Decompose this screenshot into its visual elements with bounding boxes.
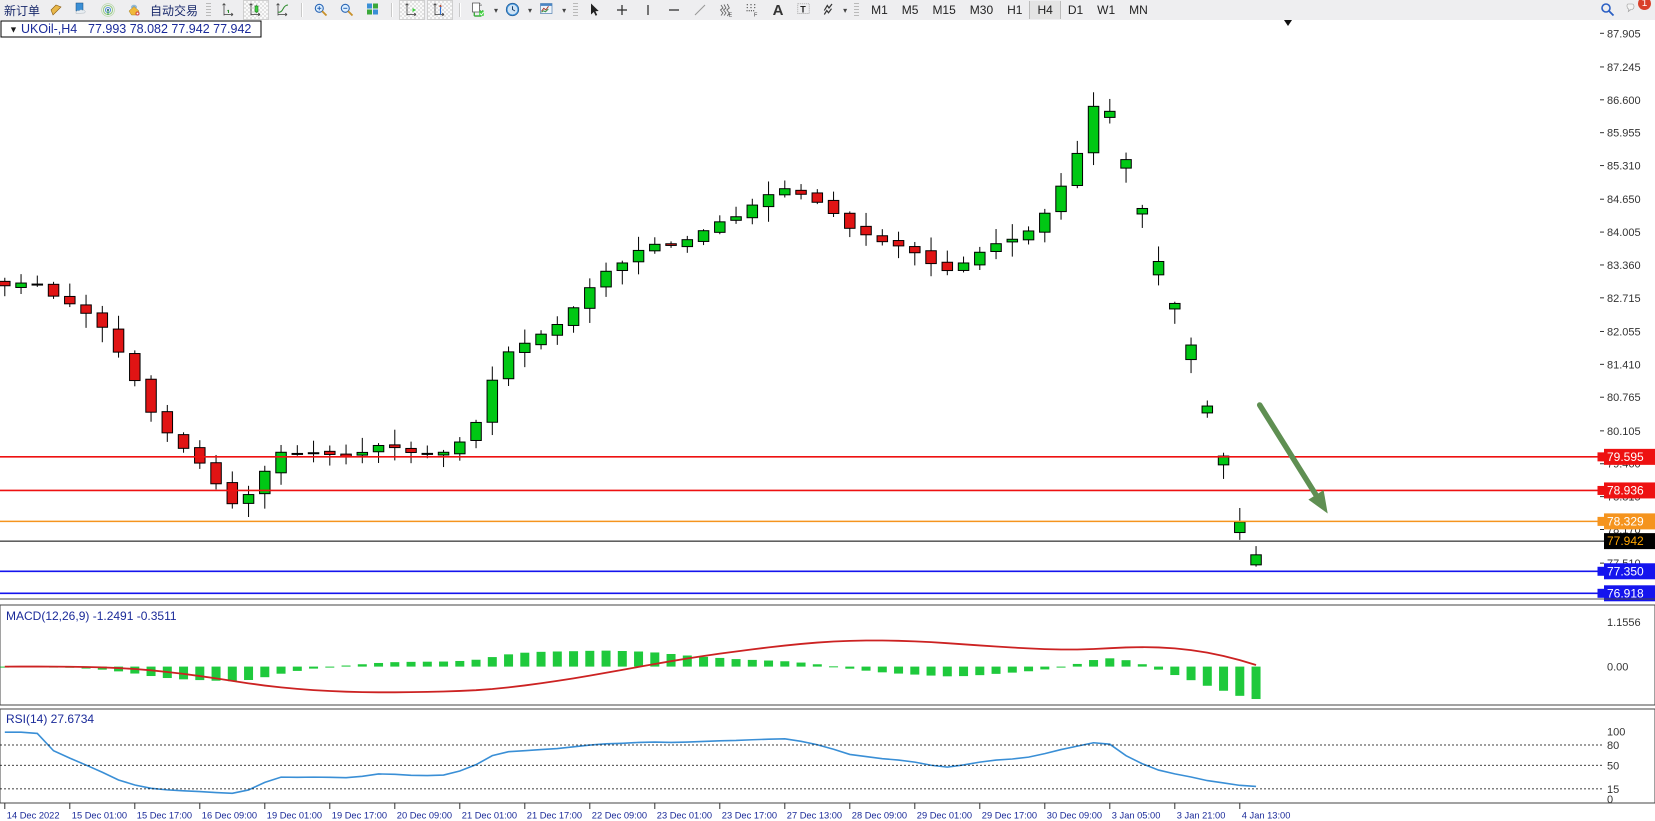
svg-text:RSI(14) 27.6734: RSI(14) 27.6734 — [6, 712, 94, 726]
svg-text:83.360: 83.360 — [1607, 260, 1641, 272]
svg-text:29 Dec 17:00: 29 Dec 17:00 — [982, 811, 1037, 821]
svg-text:30 Dec 09:00: 30 Dec 09:00 — [1047, 811, 1102, 821]
svg-text:23 Dec 17:00: 23 Dec 17:00 — [722, 811, 777, 821]
svg-text:78.329: 78.329 — [1607, 514, 1644, 528]
svg-text:27 Dec 13:00: 27 Dec 13:00 — [787, 811, 842, 821]
svg-text:3 Jan 21:00: 3 Jan 21:00 — [1177, 811, 1226, 821]
svg-text:15 Dec 17:00: 15 Dec 17:00 — [137, 811, 192, 821]
svg-text:E: E — [729, 13, 733, 19]
svg-text:81.410: 81.410 — [1607, 359, 1641, 371]
svg-text:77.942: 77.942 — [1607, 534, 1644, 548]
svg-text:29 Dec 01:00: 29 Dec 01:00 — [917, 811, 972, 821]
svg-text:87.245: 87.245 — [1607, 62, 1641, 74]
svg-text:15 Dec 01:00: 15 Dec 01:00 — [72, 811, 127, 821]
svg-text:87.905: 87.905 — [1607, 28, 1641, 40]
svg-text:80: 80 — [1607, 740, 1619, 752]
svg-text:21 Dec 17:00: 21 Dec 17:00 — [527, 811, 582, 821]
svg-text:▼: ▼ — [9, 25, 18, 35]
svg-text:76.918: 76.918 — [1607, 586, 1644, 600]
svg-text:80.765: 80.765 — [1607, 392, 1641, 404]
svg-text:T: T — [800, 5, 806, 15]
svg-text:0: 0 — [1607, 794, 1613, 806]
svg-text:22 Dec 09:00: 22 Dec 09:00 — [592, 811, 647, 821]
svg-text:79.595: 79.595 — [1607, 450, 1644, 464]
svg-text:82.715: 82.715 — [1607, 293, 1641, 305]
svg-text:0.00: 0.00 — [1607, 662, 1628, 674]
svg-text:23 Dec 01:00: 23 Dec 01:00 — [657, 811, 712, 821]
svg-text:19 Dec 17:00: 19 Dec 17:00 — [332, 811, 387, 821]
svg-text:84.650: 84.650 — [1607, 194, 1641, 206]
svg-text:21 Dec 01:00: 21 Dec 01:00 — [462, 811, 517, 821]
svg-text:85.310: 85.310 — [1607, 161, 1641, 173]
svg-text:28 Dec 09:00: 28 Dec 09:00 — [852, 811, 907, 821]
svg-text:F: F — [754, 13, 758, 19]
svg-text:4 Jan 13:00: 4 Jan 13:00 — [1242, 811, 1291, 821]
svg-text:1.1556: 1.1556 — [1607, 617, 1641, 629]
svg-text:77.993 78.082 77.942 77.942: 77.993 78.082 77.942 77.942 — [88, 22, 251, 36]
svg-text:100: 100 — [1607, 727, 1625, 739]
svg-text:84.005: 84.005 — [1607, 227, 1641, 239]
svg-text:82.055: 82.055 — [1607, 326, 1641, 338]
svg-text:50: 50 — [1607, 760, 1619, 772]
svg-text:MACD(12,26,9) -1.2491 -0.3511: MACD(12,26,9) -1.2491 -0.3511 — [6, 609, 177, 623]
svg-text:78.936: 78.936 — [1607, 483, 1644, 497]
svg-text:86.600: 86.600 — [1607, 95, 1641, 107]
svg-text:85.955: 85.955 — [1607, 128, 1641, 140]
svg-text:20 Dec 09:00: 20 Dec 09:00 — [397, 811, 452, 821]
svg-text:16 Dec 09:00: 16 Dec 09:00 — [202, 811, 257, 821]
svg-text:UKOil-,H4: UKOil-,H4 — [21, 22, 77, 36]
svg-text:19 Dec 01:00: 19 Dec 01:00 — [267, 811, 322, 821]
svg-text:3 Jan 05:00: 3 Jan 05:00 — [1112, 811, 1161, 821]
svg-text:14 Dec 2022: 14 Dec 2022 — [7, 811, 60, 821]
svg-text:80.105: 80.105 — [1607, 426, 1641, 438]
svg-text:77.350: 77.350 — [1607, 564, 1644, 578]
